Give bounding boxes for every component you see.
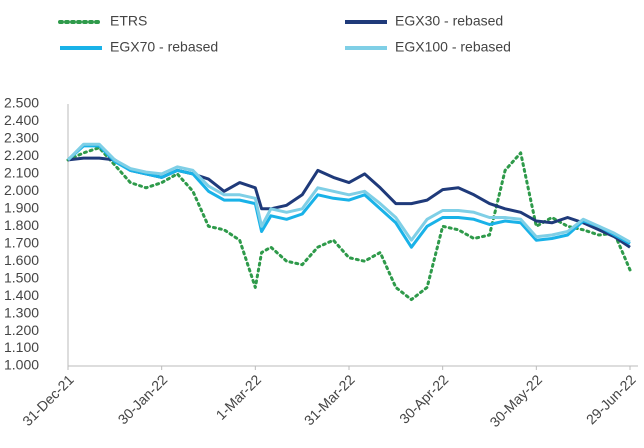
y-tick-label: 2.500 — [4, 95, 39, 111]
y-tick-label: 2.000 — [4, 182, 39, 198]
y-tick-label: 1.500 — [4, 269, 39, 285]
x-tick-label: 30-Apr-22 — [396, 371, 451, 426]
legend-label: EGX100 - rebased — [395, 39, 511, 55]
y-tick-label: 1.000 — [4, 357, 39, 373]
x-tick-label: 29-Jun-22 — [583, 371, 639, 427]
y-tick-label: 1.300 — [4, 304, 39, 320]
y-tick-label: 1.700 — [4, 234, 39, 250]
x-tick-label: 31-Mar-22 — [301, 371, 358, 428]
legend-label: ETRS — [110, 13, 147, 29]
series-line — [66, 146, 632, 302]
x-tick-label: 1-Mar-22 — [213, 371, 265, 423]
y-tick-label: 2.100 — [4, 165, 39, 181]
y-tick-label: 1.100 — [4, 339, 39, 355]
y-tick-label: 2.300 — [4, 130, 39, 146]
x-tick-label: 31-Dec-21 — [19, 371, 77, 429]
y-tick-label: 2.400 — [4, 112, 39, 128]
series-line — [66, 142, 631, 244]
y-tick-label: 1.200 — [4, 322, 39, 338]
y-tick-label: 2.200 — [4, 147, 39, 163]
y-tick-label: 1.900 — [4, 200, 39, 216]
x-tick-label: 30-May-22 — [486, 371, 545, 430]
legend-label: EGX70 - rebased — [110, 39, 218, 55]
series-line — [66, 144, 631, 249]
y-tick-label: 1.800 — [4, 217, 39, 233]
y-tick-label: 1.600 — [4, 252, 39, 268]
y-tick-label: 1.400 — [4, 287, 39, 303]
legend-label: EGX30 - rebased — [395, 13, 503, 29]
x-tick-label: 30-Jan-22 — [115, 371, 171, 427]
